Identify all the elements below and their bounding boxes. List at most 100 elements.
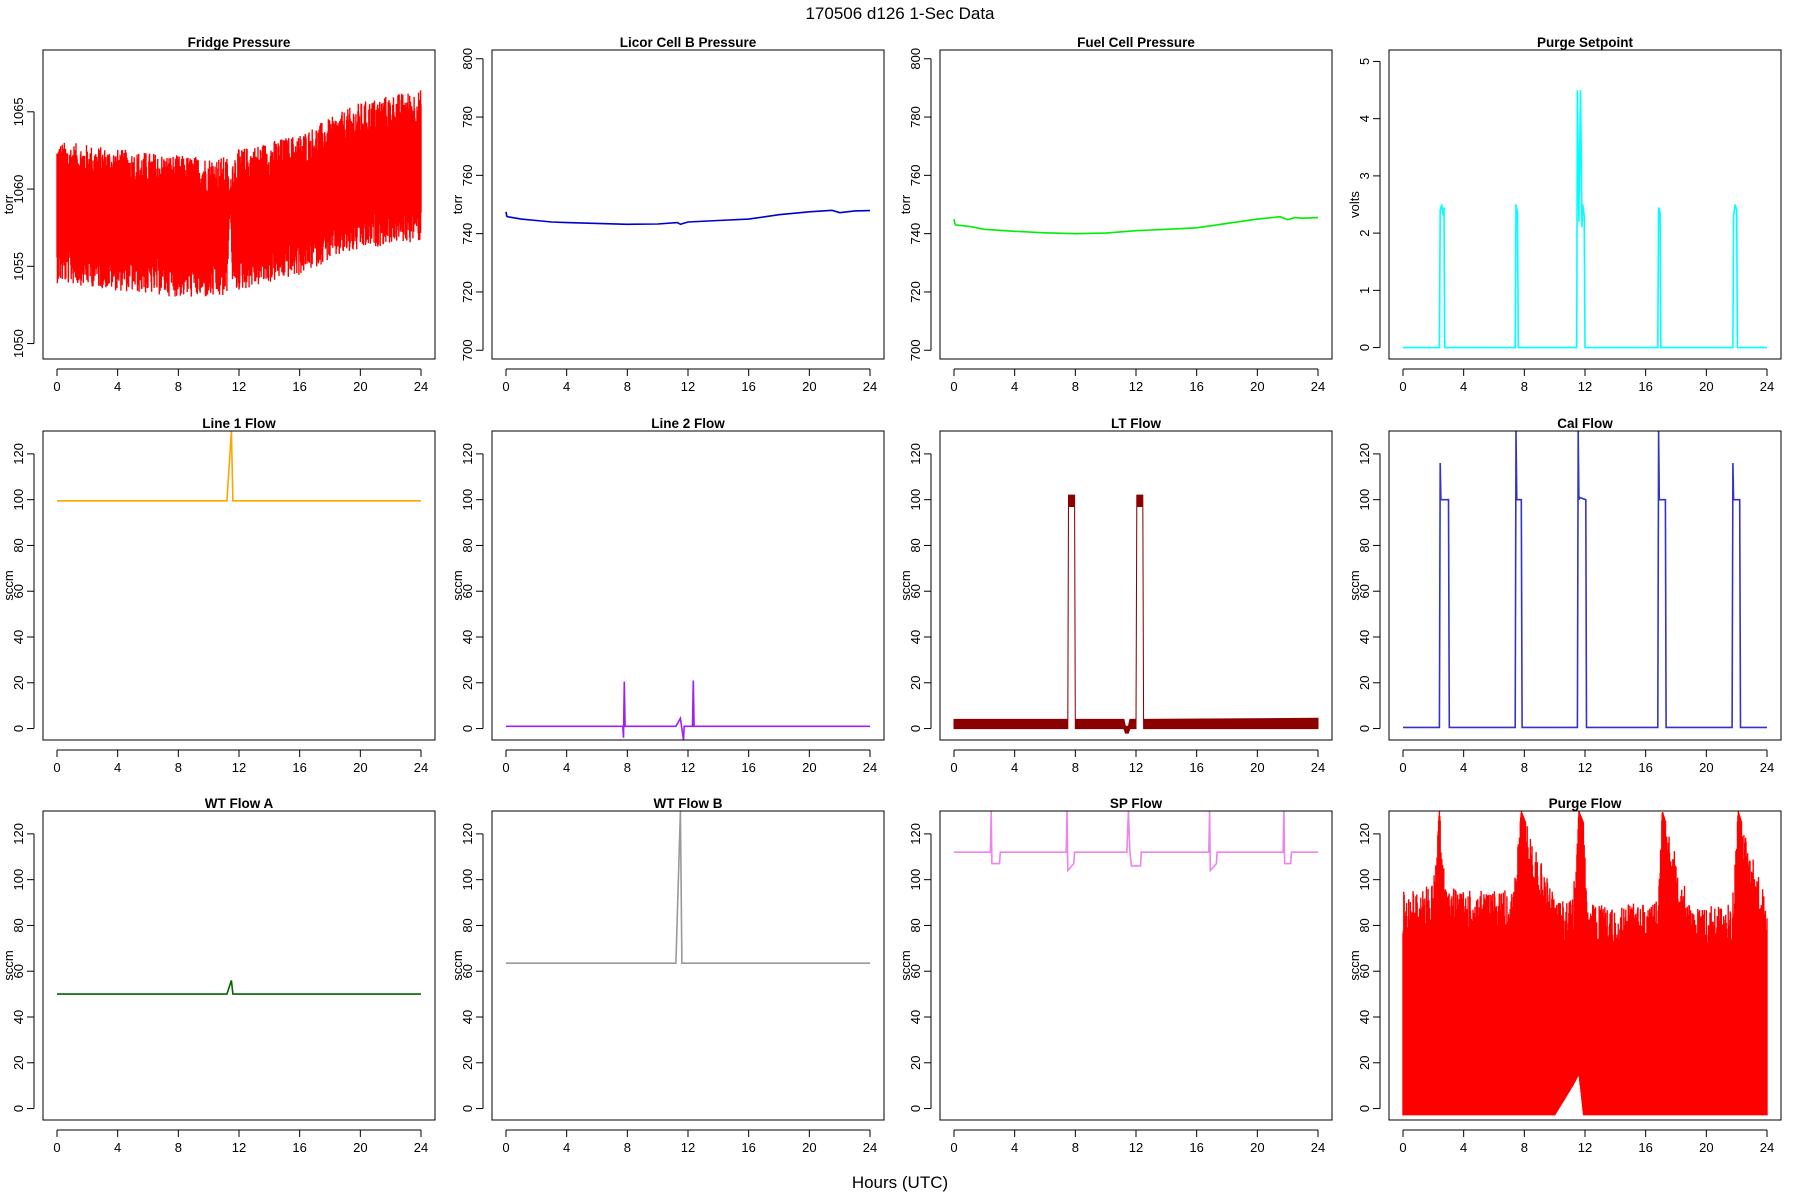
y-tick-label: 20 [908,1056,923,1070]
plot-frame [1388,810,1782,1121]
series-line [57,980,421,995]
y-tick-label: 120 [908,443,923,465]
panel-4: Line 1 Flow sccm 0 4 8 12 16 20 24 0 20 40 60 80 100 12… [1,416,436,775]
x-tick-label: 8 [175,1140,182,1155]
x-tick-label: 0 [950,379,957,394]
y-tick-label: 20 [908,676,923,690]
x-tick-label: 0 [502,379,509,394]
y-tick-label: 0 [11,725,26,732]
x-tick-label: 4 [563,1140,570,1155]
x-tick-label: 4 [563,379,570,394]
common-x-axis-label: Hours (UTC) [852,1173,948,1192]
x-tick-label: 8 [175,379,182,394]
y-tick-label: 20 [460,676,475,690]
x-tick-label: 20 [1250,379,1264,394]
x-tick-label: 12 [1578,379,1592,394]
plot-frame [42,49,436,360]
series-line [1403,90,1767,349]
panel-2: Fuel Cell Pressure torr 0 4 8 12 16 20 24 700 720 7… [898,35,1333,394]
y-tick-label: 2 [1357,229,1372,236]
x-tick-label: 12 [232,760,246,775]
x-tick-label: 24 [1760,379,1774,394]
y-tick-label: 120 [11,823,26,845]
x-tick-label: 4 [1460,760,1467,775]
series-group [506,811,870,965]
y-tick-label: 5 [1357,58,1372,65]
y-tick-label: 1065 [11,97,26,126]
series-line [1403,431,1767,729]
y-tick-label: 0 [460,1105,475,1112]
x-tick-label: 4 [1011,760,1018,775]
x-tick-label: 8 [624,379,631,394]
panel-title: WT Flow B [654,796,723,811]
x-tick-label: 20 [353,379,367,394]
series-core [57,129,421,262]
x-tick-label: 0 [502,760,509,775]
y-axis-label: sccm [1,950,16,980]
x-tick-label: 16 [1189,1140,1203,1155]
x-tick-label: 4 [1460,1140,1467,1155]
panel-title: LT Flow [1111,416,1161,431]
series-line [57,431,421,502]
y-tick-label: 60 [1357,964,1372,978]
x-tick-label: 12 [232,1140,246,1155]
y-tick-label: 120 [11,443,26,465]
y-axis-label: sccm [898,950,913,980]
y-tick-label: 100 [1357,869,1372,891]
plot-frame [939,49,1333,360]
x-tick-label: 12 [681,1140,695,1155]
x-tick-label: 4 [114,379,121,394]
x-tick-label: 16 [1189,760,1203,775]
panel-title: Line 1 Flow [202,416,276,431]
x-tick-label: 12 [1578,760,1592,775]
x-tick-label: 16 [1189,379,1203,394]
x-tick-label: 8 [1072,379,1079,394]
x-tick-label: 24 [1311,1140,1325,1155]
x-tick-label: 8 [1072,1140,1079,1155]
y-tick-label: 80 [908,918,923,932]
plot-frame [42,810,436,1121]
panel-title: Purge Setpoint [1537,35,1634,50]
x-tick-label: 4 [114,1140,121,1155]
panel-title: WT Flow A [205,796,274,811]
x-tick-label: 8 [624,1140,631,1155]
y-tick-label: 60 [908,584,923,598]
y-tick-label: 20 [460,1056,475,1070]
y-tick-label: 20 [1357,676,1372,690]
series-group [505,209,871,226]
y-tick-label: 60 [1357,584,1372,598]
panel-title: Fridge Pressure [188,35,291,50]
x-tick-label: 24 [414,379,428,394]
y-tick-label: 100 [1357,489,1372,511]
x-tick-label: 20 [802,1140,816,1155]
y-tick-label: 740 [460,223,475,245]
x-tick-label: 8 [175,760,182,775]
x-tick-label: 16 [741,760,755,775]
y-tick-label: 760 [908,164,923,186]
series-group [953,215,1319,235]
x-tick-label: 20 [802,379,816,394]
y-tick-label: 40 [11,1010,26,1024]
panel-10: SP Flow sccm 0 4 8 12 16 20 24 0 20 40 60 80 100 120 [898,796,1333,1155]
y-tick-label: 80 [908,538,923,552]
series-group [1402,811,1768,1116]
series-group [506,680,870,740]
y-tick-label: 80 [1357,918,1372,932]
series-group [1403,90,1767,349]
y-tick-label: 40 [460,630,475,644]
y-tick-label: 80 [11,918,26,932]
y-tick-label: 800 [460,48,475,70]
series-noise [1402,811,1768,1116]
y-tick-label: 3 [1357,172,1372,179]
panel-5: Line 2 Flow sccm 0 4 8 12 16 20 24 0 20 40 60 80 100 12… [450,416,885,775]
y-tick-label: 0 [460,725,475,732]
series-band [953,494,1319,734]
x-tick-label: 0 [950,760,957,775]
panel-title: Fuel Cell Pressure [1077,35,1195,50]
x-tick-label: 20 [1699,1140,1713,1155]
panel-title: Purge Flow [1549,796,1622,811]
y-axis-label: sccm [450,950,465,980]
y-tick-label: 80 [1357,538,1372,552]
x-tick-label: 20 [1699,379,1713,394]
y-tick-label: 1060 [11,175,26,204]
